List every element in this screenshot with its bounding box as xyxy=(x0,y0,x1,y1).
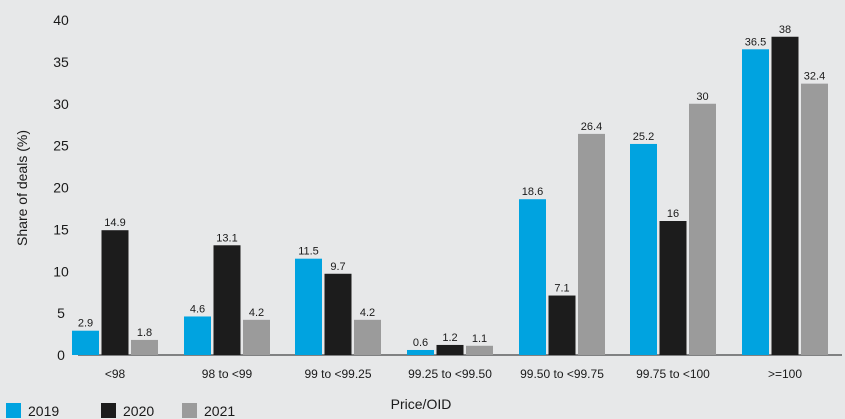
bar-2020 xyxy=(771,36,799,355)
data-label: 11.5 xyxy=(298,246,319,258)
bar-2021 xyxy=(354,319,381,355)
bar-group: 36.5 38 32.4 xyxy=(742,24,828,356)
data-label: 32.4 xyxy=(804,71,825,83)
bar-2021 xyxy=(689,103,716,355)
data-label: 36.5 xyxy=(745,36,766,48)
x-category-label: 99.25 to <99.50 xyxy=(408,367,492,381)
x-category-label: 98 to <99 xyxy=(202,367,253,381)
legend-item: 2019 xyxy=(6,403,59,419)
bar-2020 xyxy=(548,295,576,355)
data-label: 18.6 xyxy=(522,186,543,198)
y-tick-label: 20 xyxy=(53,180,69,196)
x-category-label: <98 xyxy=(105,367,126,381)
bar-2021 xyxy=(801,83,828,356)
bar-2021 xyxy=(243,319,270,355)
bar-group: 18.6 7.1 26.4 xyxy=(519,121,605,355)
bar-2020 xyxy=(324,273,352,355)
y-tick-label: 0 xyxy=(57,347,65,363)
y-tick-label: 5 xyxy=(57,305,65,321)
y-tick-label: 25 xyxy=(53,138,69,154)
data-label: 16 xyxy=(667,208,679,220)
bar-2019 xyxy=(742,49,769,355)
y-axis-ticks: 0 5 10 15 20 25 30 35 40 xyxy=(53,12,69,363)
x-category-label: 99.50 to <99.75 xyxy=(520,367,604,381)
y-tick-label: 10 xyxy=(53,263,69,279)
bar-group: 2.9 14.9 1.8 xyxy=(72,217,158,355)
legend-swatch xyxy=(6,403,21,418)
data-label: 0.6 xyxy=(413,337,428,349)
bar-group: 4.6 13.1 4.2 xyxy=(184,232,270,355)
y-tick-label: 40 xyxy=(53,12,69,28)
x-axis-title: Price/OID xyxy=(391,396,452,412)
bar-2019 xyxy=(184,316,211,355)
data-label: 25.2 xyxy=(633,131,654,143)
data-label: 30 xyxy=(696,91,708,103)
bar-2021 xyxy=(466,345,493,355)
data-label: 1.8 xyxy=(137,327,152,339)
legend-swatch xyxy=(182,403,197,418)
bar-group: 11.5 9.7 4.2 xyxy=(295,246,381,355)
y-tick-label: 35 xyxy=(53,54,69,70)
x-category-label: 99.75 to <100 xyxy=(636,367,710,381)
data-label: 1.2 xyxy=(442,332,457,344)
legend-label: 2020 xyxy=(123,403,154,419)
legend-label: 2021 xyxy=(204,403,235,419)
x-axis-category-labels: <98 98 to <99 99 to <99.25 99.25 to <99.50 9… xyxy=(105,367,803,381)
data-label: 9.7 xyxy=(330,261,345,273)
data-label: 38 xyxy=(779,24,791,36)
legend-item: 2020 xyxy=(101,403,154,419)
data-label: 2.9 xyxy=(78,318,93,330)
bar-2020 xyxy=(101,230,129,355)
legend-swatch xyxy=(101,403,116,418)
bar-2020 xyxy=(436,344,464,355)
bars-group: 2.9 14.9 1.8 4.6 13.1 4.2 11.5 9.7 4.2 0.6 1.2 1.1 1… xyxy=(72,24,828,356)
data-label: 1.1 xyxy=(472,333,487,345)
bar-group: 25.2 16 30 xyxy=(630,91,716,355)
bar-2019 xyxy=(630,143,657,355)
data-label: 26.4 xyxy=(581,121,602,133)
data-label: 4.2 xyxy=(249,307,264,319)
data-label: 13.1 xyxy=(216,232,237,244)
x-category-label: >=100 xyxy=(768,367,802,381)
y-tick-label: 15 xyxy=(53,221,69,237)
bar-2019 xyxy=(295,258,322,355)
bar-2021 xyxy=(131,339,158,355)
bar-2021 xyxy=(578,133,605,355)
bar-group: 0.6 1.2 1.1 xyxy=(407,332,493,355)
legend-label: 2019 xyxy=(28,403,59,419)
y-tick-label: 30 xyxy=(53,96,69,112)
bar-2019 xyxy=(72,330,99,355)
bar-2019 xyxy=(407,349,434,355)
legend-item: 2021 xyxy=(182,403,235,419)
data-label: 14.9 xyxy=(104,217,125,229)
bar-2020 xyxy=(659,221,687,355)
data-label: 4.6 xyxy=(190,303,205,315)
x-category-label: 99 to <99.25 xyxy=(304,367,371,381)
data-label: 7.1 xyxy=(554,283,569,295)
data-label: 4.2 xyxy=(360,307,375,319)
legend: 2019 2020 2021 xyxy=(6,403,235,419)
y-axis-title: Share of deals (%) xyxy=(14,130,30,246)
bar-2019 xyxy=(519,199,546,355)
bar-2020 xyxy=(213,245,241,355)
